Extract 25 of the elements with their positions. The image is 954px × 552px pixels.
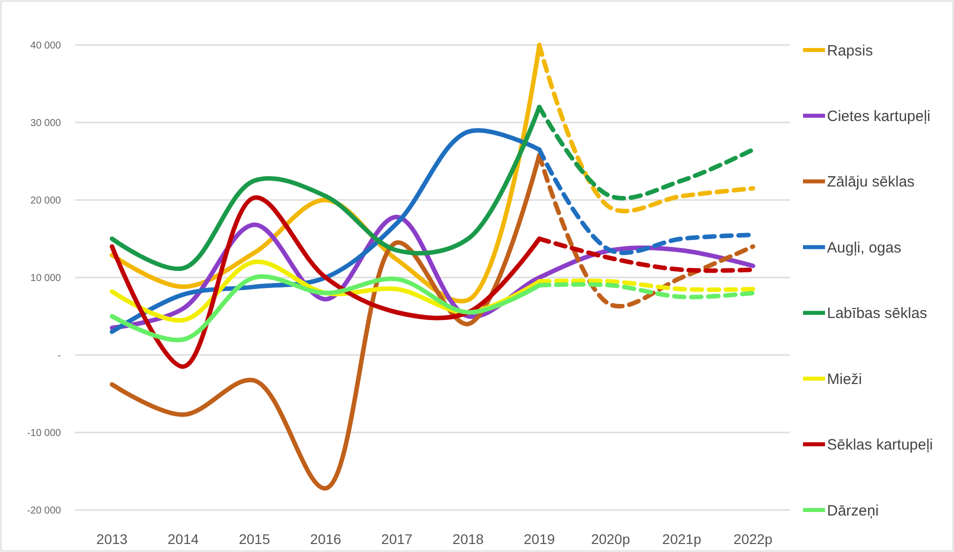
x-tick-label: 2020p bbox=[591, 531, 630, 547]
x-tick-label: 2021p bbox=[662, 531, 702, 547]
legend-label: Zālāju sēklas bbox=[827, 174, 915, 191]
legend-label: Sēklas kartupeļi bbox=[827, 436, 933, 454]
x-tick-label: 2018 bbox=[452, 531, 484, 547]
y-tick-label: -10 000 bbox=[27, 428, 62, 439]
legend-label: Cietes kartupeļi bbox=[827, 108, 930, 125]
y-tick-label: 10 000 bbox=[30, 273, 62, 284]
x-tick-label: 2022p bbox=[734, 531, 773, 547]
y-tick-label: 30 000 bbox=[30, 118, 62, 129]
y-tick-label: 40 000 bbox=[30, 40, 62, 52]
legend-label: Mieži bbox=[827, 370, 862, 388]
x-tick-label: 2019 bbox=[524, 531, 556, 547]
y-tick-label: 20 000 bbox=[30, 196, 62, 206]
legend-label: Dārzeņi bbox=[827, 502, 879, 520]
y-tick-label: - bbox=[58, 350, 61, 362]
y-tick-label: -20 000 bbox=[27, 506, 62, 516]
x-tick-label: 2015 bbox=[238, 531, 270, 547]
x-tick-label: 2014 bbox=[168, 531, 200, 547]
legend-label: Augļi, ogas bbox=[827, 239, 902, 256]
legend-label: Labības sēklas bbox=[827, 305, 928, 322]
legend-label: Rapsis bbox=[827, 42, 873, 60]
x-tick-label: 2016 bbox=[310, 531, 342, 547]
x-tick-label: 2017 bbox=[381, 531, 413, 547]
x-tick-label: 2013 bbox=[96, 531, 128, 547]
